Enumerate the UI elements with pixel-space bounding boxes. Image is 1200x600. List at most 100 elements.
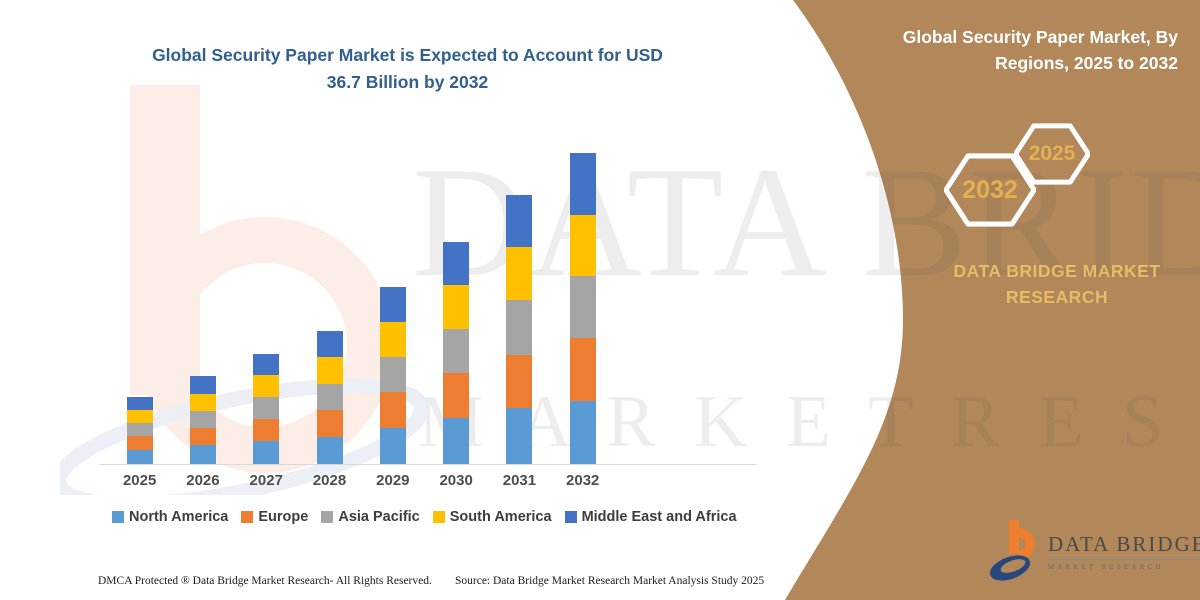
bar-2025: [126, 397, 153, 464]
bar-2029-middle-east-and-africa: [379, 286, 406, 322]
bar-2027-middle-east-and-africa: [253, 353, 280, 376]
bar-2030-south-america: [443, 285, 470, 330]
legend-swatch-south-america: [432, 511, 445, 523]
x-label-2032: 2032: [566, 472, 600, 489]
bar-2026-north-america: [189, 445, 216, 464]
bar-2025-north-america: [126, 450, 153, 464]
bar-2030-north-america: [443, 418, 470, 464]
legend-asia-pacific: Asia Pacific: [321, 509, 420, 525]
hexagon-2025-label: 2025: [1028, 142, 1076, 165]
bar-slot-2029: [361, 133, 424, 464]
bar-chart: [100, 133, 756, 465]
bar-2026-asia-pacific: [189, 410, 216, 428]
chart-title-line2: 36.7 Billion by 2032: [326, 72, 489, 93]
bar-2031-asia-pacific: [506, 300, 533, 355]
bar-2026-middle-east-and-africa: [189, 375, 216, 394]
logo-wordmark: DATA BRIDGE: [1048, 532, 1200, 560]
data-bridge-logo: DATA BRIDGE MARKET RESEARCH: [988, 520, 1200, 582]
x-label-2027: 2027: [249, 472, 283, 489]
legend-middle-east-and-africa: Middle East and Africa: [564, 509, 737, 525]
data-bridge-logo-icon: [989, 520, 1035, 581]
bar-2027-europe: [253, 419, 280, 442]
x-label-2026: 2026: [186, 472, 220, 489]
bar-2030-europe: [443, 373, 470, 419]
bar-2032: [569, 153, 596, 464]
legend-swatch-asia-pacific: [321, 511, 334, 523]
bar-2031-north-america: [506, 408, 533, 464]
chart-title: Global Security Paper Market is Expected…: [95, 42, 720, 96]
bar-2029-europe: [379, 391, 406, 428]
legend-south-america: South America: [432, 509, 552, 525]
bar-2029-asia-pacific: [379, 357, 406, 392]
background-watermark-line2: M A R K E T R E S E A R C H: [418, 381, 1200, 463]
bar-2031-south-america: [506, 247, 533, 301]
bar-2027-south-america: [253, 375, 280, 398]
bar-2030: [443, 242, 470, 464]
panel-title-line1: Global Security Paper Market, By: [902, 27, 1178, 47]
panel-title-line2: Regions, 2025 to 2032: [995, 53, 1178, 74]
bar-slot-2028: [298, 133, 361, 464]
bar-2026: [189, 375, 216, 464]
bar-2029-south-america: [379, 321, 406, 358]
bar-2027-north-america: [253, 441, 280, 464]
bar-slot-2032: [551, 133, 614, 464]
bar-2028-europe: [316, 409, 343, 437]
x-label-2030: 2030: [439, 472, 473, 489]
chart-title-line1: Global Security Paper Market is Expected…: [152, 45, 663, 65]
bar-2028-south-america: [316, 357, 343, 384]
legend-label-asia-pacific: Asia Pacific: [338, 509, 420, 525]
bar-slot-2026: [171, 133, 234, 464]
bar-2025-europe: [126, 436, 153, 451]
brand-name-line1: DATA BRIDGE MARKET: [953, 261, 1161, 281]
brand-name: DATA BRIDGE MARKET RESEARCH: [928, 258, 1186, 311]
bar-2032-europe: [569, 337, 596, 402]
hexagon-outline-icon: [1014, 123, 1090, 185]
chart-legend: North America Europe Asia Pacific South Ame…: [112, 509, 737, 525]
bar-2030-asia-pacific: [443, 329, 470, 374]
hexagon-2025: 2025: [1014, 122, 1090, 186]
dmca-notice: DMCA Protected ® Data Bridge Market Rese…: [98, 575, 432, 587]
legend-europe: Europe: [241, 509, 308, 525]
x-label-2031: 2031: [502, 472, 537, 489]
x-label-2025: 2025: [122, 472, 157, 489]
bar-2028: [316, 330, 343, 464]
legend-swatch-europe: [241, 511, 254, 523]
bar-2026-europe: [189, 427, 216, 446]
source-note: Source: Data Bridge Market Research Mark…: [455, 575, 765, 587]
x-label-2029: 2029: [376, 472, 410, 489]
x-axis-labels: 2025 2026 2027 2028 2029 2030 2031 2032: [100, 472, 756, 489]
background-watermark-line1: DATA BRIDGE: [412, 135, 1200, 310]
bar-2031: [506, 195, 533, 464]
bar-2032-south-america: [569, 214, 596, 276]
hexagon-2032: 2032: [944, 150, 1036, 230]
bar-2027: [253, 353, 280, 464]
bar-2032-asia-pacific: [569, 275, 596, 338]
legend-label-europe: Europe: [258, 509, 309, 525]
bar-2027-asia-pacific: [253, 397, 280, 420]
legend-north-america: North America: [112, 509, 228, 525]
bar-2029: [379, 286, 406, 464]
bar-2031-europe: [506, 354, 533, 409]
logo-text: DATA BRIDGE MARKET RESEARCH: [1048, 520, 1200, 571]
bar-2031-middle-east-and-africa: [506, 195, 533, 248]
brand-name-line2: RESEARCH: [1005, 287, 1109, 308]
bar-2032-north-america: [569, 401, 596, 464]
bar-2025-south-america: [126, 409, 153, 424]
bar-2026-south-america: [189, 393, 216, 411]
right-panel-background: [785, 0, 1200, 600]
hexagon-2032-label: 2032: [962, 175, 1018, 204]
legend-label-middle-east-and-africa: Middle East and Africa: [581, 509, 737, 525]
bar-slot-2025: [108, 133, 171, 464]
bar-2032-middle-east-and-africa: [569, 153, 596, 215]
bar-slot-2030: [424, 133, 487, 464]
bar-2030-middle-east-and-africa: [443, 242, 470, 286]
bar-2025-asia-pacific: [126, 423, 153, 437]
bar-slot-2027: [235, 133, 298, 464]
legend-swatch-middle-east-and-africa: [564, 511, 577, 523]
legend-swatch-north-america: [112, 511, 124, 523]
legend-label-north-america: North America: [129, 509, 229, 525]
hexagon-outline-icon: [944, 153, 1036, 227]
x-label-2028: 2028: [312, 472, 347, 489]
logo-subtext: MARKET RESEARCH: [1048, 563, 1164, 571]
